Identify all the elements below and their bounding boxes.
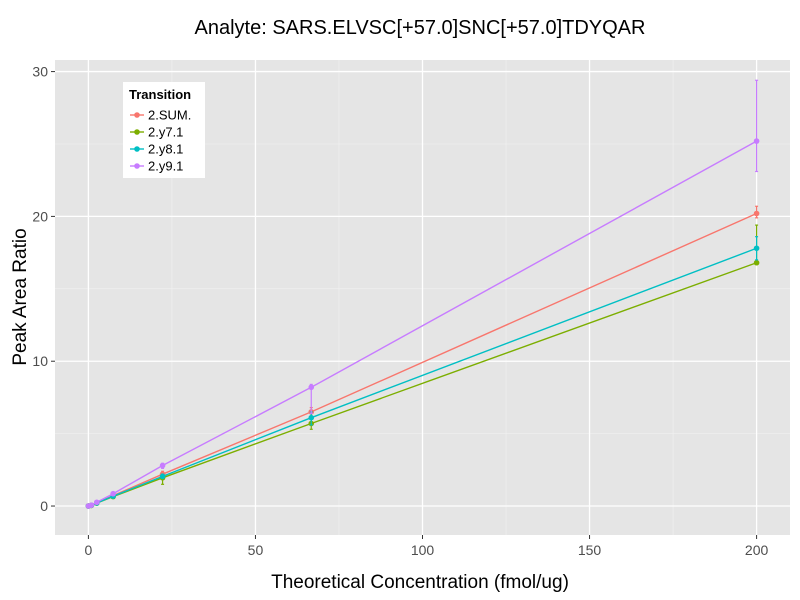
y-axis-title: Peak Area Ratio — [10, 228, 31, 365]
y-tick-label: 0 — [40, 498, 48, 514]
legend-key-point — [134, 112, 140, 118]
data-point — [308, 384, 315, 391]
x-tick-label: 200 — [745, 542, 769, 558]
data-point — [753, 138, 760, 144]
data-point — [93, 499, 100, 506]
y-tick-label: 30 — [32, 64, 48, 80]
legend-label: 2.y9.1 — [148, 159, 183, 174]
data-point — [88, 502, 95, 508]
legend-items: 2.SUM. 2.y7.1 2.y8.1 2.y9.1 — [130, 108, 191, 174]
series-layer — [85, 79, 760, 509]
legend-title: Transition — [129, 87, 191, 102]
legend-key-point — [134, 146, 140, 152]
legend-label: 2.y7.1 — [148, 125, 183, 140]
x-axis: 0 50 100 150 200 — [85, 535, 769, 558]
y-tick-label: 20 — [32, 208, 48, 224]
x-tick-label: 50 — [248, 542, 264, 558]
data-point — [110, 490, 116, 497]
y-tick-label: 10 — [32, 353, 48, 369]
data-point — [308, 414, 315, 421]
x-axis-title: Theoretical Concentration (fmol/ug) — [271, 572, 569, 593]
y-axis: 0 10 20 30 — [32, 64, 55, 514]
legend-key-point — [134, 129, 140, 135]
data-point — [753, 259, 760, 266]
data-point — [753, 245, 760, 252]
legend: Transition 2.SUM. 2.y7.1 2.y8.1 2.y9.1 — [123, 82, 205, 178]
chart-title: Analyte: SARS.ELVSC[+57.0]SNC[+57.0]TDYQ… — [195, 17, 646, 39]
grid — [55, 60, 790, 535]
data-point — [159, 462, 166, 469]
legend-key-point — [134, 163, 140, 169]
data-point — [753, 210, 760, 217]
legend-label: 2.y8.1 — [148, 142, 183, 157]
data-point — [159, 473, 166, 480]
x-tick-label: 100 — [411, 542, 435, 558]
x-tick-label: 150 — [578, 542, 602, 558]
series-2.y9.1 — [85, 79, 760, 509]
legend-label: 2.SUM. — [148, 108, 191, 123]
x-tick-label: 0 — [85, 542, 93, 558]
